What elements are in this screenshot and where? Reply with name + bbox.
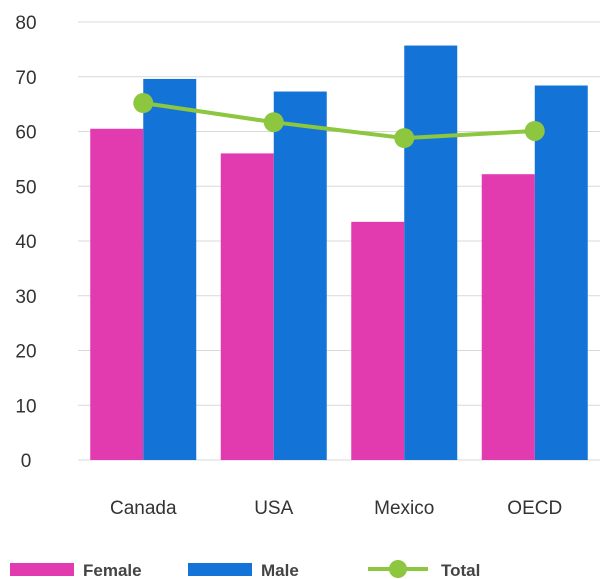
total-point (524, 120, 545, 141)
y-tick-label: 0 (21, 451, 32, 472)
x-category-label: OECD (507, 498, 562, 519)
male-bar (534, 85, 588, 460)
legend: Female Male Total (10, 560, 480, 579)
y-axis-tick-labels: 0 10 20 30 40 50 60 70 80 (15, 13, 36, 472)
y-tick-label: 60 (15, 123, 36, 144)
legend-label: Female (83, 561, 142, 579)
x-category-label: Canada (110, 498, 177, 519)
y-tick-label: 20 (15, 342, 36, 363)
male-bar (143, 78, 197, 460)
legend-item: Female (10, 561, 142, 579)
legend-item: Total (368, 560, 480, 579)
y-tick-label: 10 (15, 396, 36, 417)
male-bar (273, 91, 327, 460)
y-tick-label: 80 (15, 13, 36, 34)
legend-marker (389, 560, 407, 578)
y-tick-label: 70 (15, 68, 36, 89)
x-category-label: USA (254, 498, 293, 519)
legend-swatch (188, 563, 252, 576)
total-point (394, 128, 415, 149)
y-tick-label: 40 (15, 232, 36, 253)
female-bar (351, 221, 405, 460)
legend-item: Male (188, 561, 299, 579)
female-bar (481, 174, 535, 460)
total-line (142, 101, 535, 141)
female-bar (220, 153, 274, 460)
x-category-label: Mexico (374, 498, 434, 519)
legend-swatch (10, 563, 74, 576)
bars (90, 45, 588, 460)
total-line-series (133, 93, 545, 149)
total-point (133, 93, 154, 114)
male-bar (404, 45, 458, 460)
y-tick-label: 50 (15, 177, 36, 198)
female-bar (90, 128, 144, 460)
legend-label: Male (261, 561, 299, 579)
x-axis-category-labels: Canada USA Mexico OECD (110, 498, 562, 519)
legend-label: Total (441, 561, 480, 579)
y-tick-label: 30 (15, 287, 36, 308)
total-point (263, 112, 284, 133)
